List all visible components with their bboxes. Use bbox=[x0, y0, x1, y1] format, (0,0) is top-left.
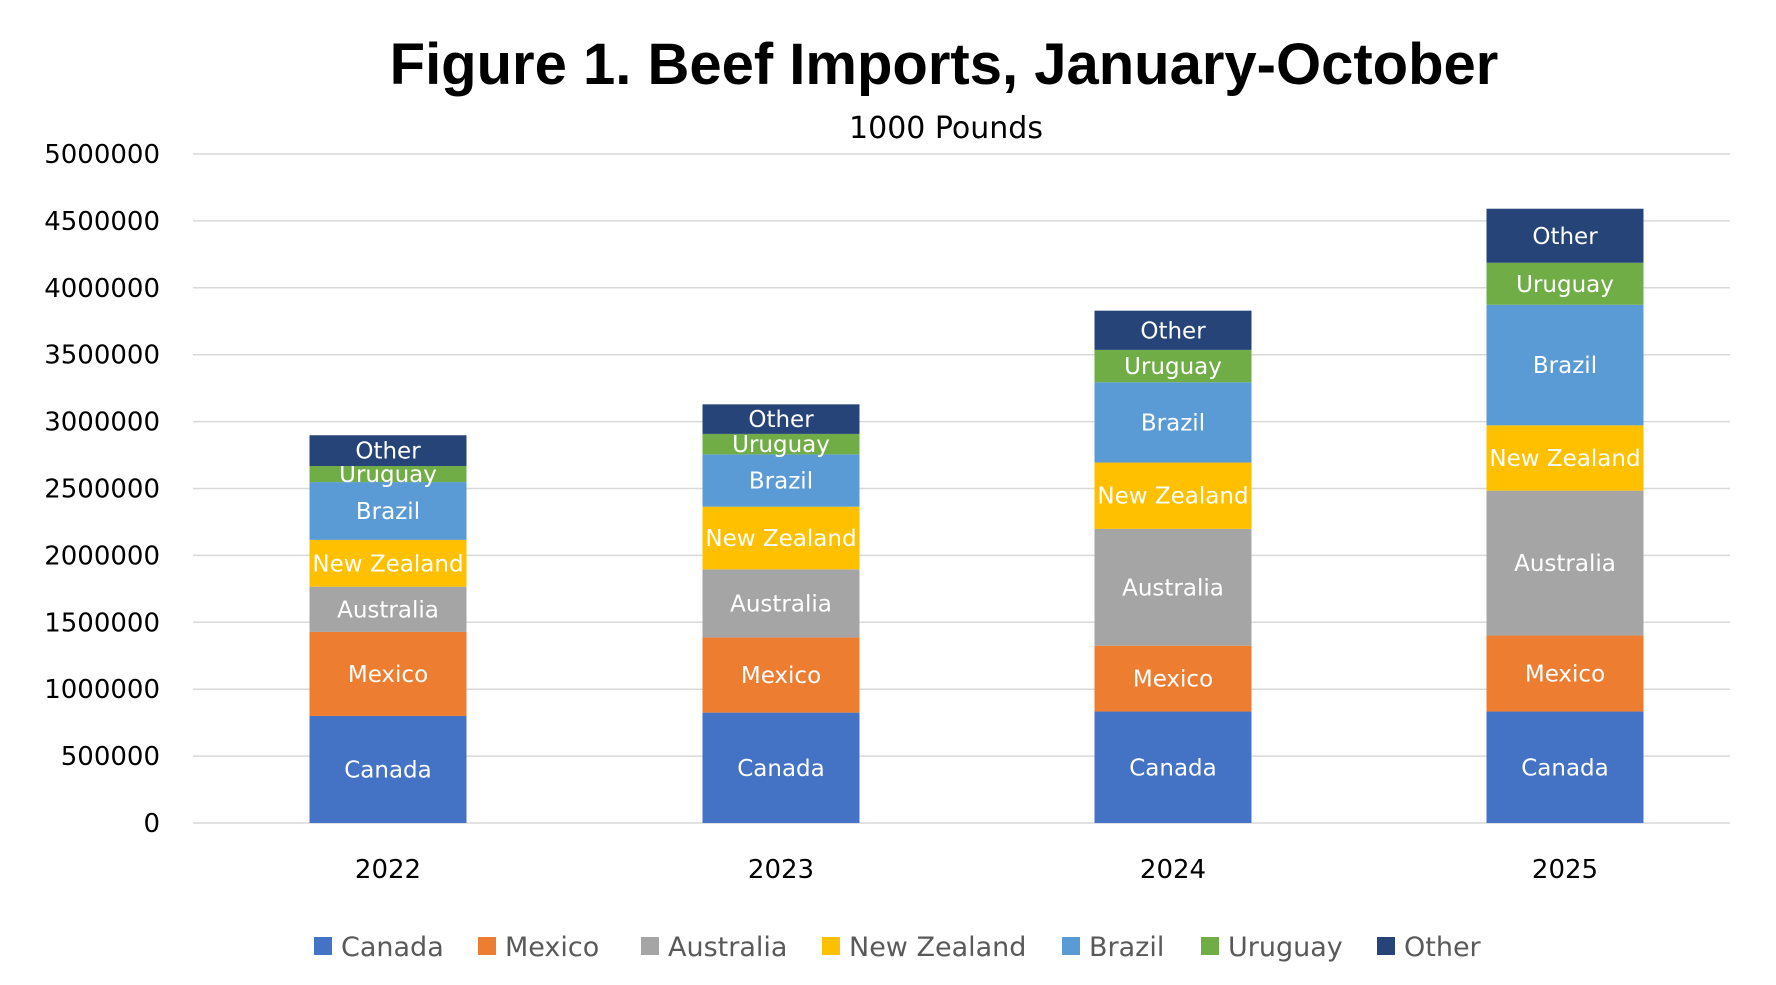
bar-segment-new-zealand bbox=[702, 506, 860, 570]
segment-label: Australia bbox=[337, 597, 439, 623]
x-tick-label: 2025 bbox=[1532, 855, 1598, 885]
x-tick-label: 2024 bbox=[1140, 855, 1206, 885]
segment-label: Uruguay bbox=[732, 432, 830, 458]
segment-label: Other bbox=[1140, 318, 1206, 344]
legend-label: New Zealand bbox=[849, 932, 1026, 963]
segment-label: Mexico bbox=[741, 663, 821, 689]
segment-label: New Zealand bbox=[312, 551, 463, 577]
legend-swatch bbox=[314, 937, 332, 955]
bar-segment-mexico bbox=[1486, 635, 1644, 712]
legend: Canada Mexico Australia New Zealand Brazil Ur… bbox=[314, 932, 1482, 963]
bar-segment-mexico bbox=[1094, 645, 1252, 712]
legend-label: Canada bbox=[341, 932, 444, 963]
segment-label: Brazil bbox=[749, 469, 813, 495]
segment-label: Brazil bbox=[1533, 353, 1597, 379]
bar-segment-uruguay bbox=[702, 433, 860, 455]
bar-segment-canada bbox=[1486, 711, 1644, 823]
y-tick-label: 0 bbox=[143, 809, 160, 839]
x-tick-label: 2023 bbox=[748, 855, 814, 885]
bar-segment-australia bbox=[309, 586, 467, 632]
bar-segment-mexico bbox=[702, 637, 860, 713]
segment-label: New Zealand bbox=[705, 526, 856, 552]
legend-label: Uruguay bbox=[1228, 932, 1343, 963]
segment-label: Mexico bbox=[348, 662, 428, 688]
segment-label: Australia bbox=[1122, 575, 1224, 601]
bar-segment-brazil bbox=[702, 454, 860, 507]
legend-swatch bbox=[1201, 937, 1219, 955]
segment-label: Other bbox=[355, 439, 421, 465]
legend-label: Brazil bbox=[1089, 932, 1164, 963]
y-tick-label: 1000000 bbox=[44, 675, 160, 705]
legend-swatch bbox=[1377, 937, 1395, 955]
segment-label: Uruguay bbox=[1124, 354, 1222, 380]
y-tick-label: 2000000 bbox=[44, 541, 160, 571]
bar-segment-canada bbox=[309, 715, 467, 823]
bar-segment-canada bbox=[1094, 711, 1252, 823]
x-axis-ticks: 2022 2023 2024 2025 bbox=[355, 855, 1598, 885]
segment-label: Uruguay bbox=[1516, 272, 1614, 298]
legend-swatch bbox=[822, 937, 840, 955]
y-axis-ticks: 0 500000 1000000 1500000 2000000 2500000 30000… bbox=[44, 140, 160, 839]
segment-label: Canada bbox=[737, 756, 825, 782]
bar-segment-mexico bbox=[309, 631, 467, 716]
bar-segment-brazil bbox=[1094, 382, 1252, 463]
segment-label: Mexico bbox=[1133, 667, 1213, 693]
segment-label: New Zealand bbox=[1489, 446, 1640, 472]
bar-segment-other bbox=[702, 404, 860, 434]
bar-segment-uruguay bbox=[1094, 349, 1252, 383]
legend-label: Other bbox=[1404, 932, 1482, 963]
bar-segment-new-zealand bbox=[1486, 425, 1644, 491]
segment-label: Uruguay bbox=[339, 462, 437, 488]
legend-label: Australia bbox=[668, 932, 787, 963]
segment-label: Mexico bbox=[1525, 662, 1605, 688]
chart-title: Figure 1. Beef Imports, January-October bbox=[390, 32, 1499, 97]
legend-label: Mexico bbox=[505, 932, 599, 963]
segment-label: Australia bbox=[730, 591, 832, 617]
bars: Canada Mexico Australia New Zealand Brazil Ur… bbox=[309, 208, 1644, 823]
bar-segment-australia bbox=[702, 569, 860, 638]
y-tick-label: 1500000 bbox=[44, 608, 160, 638]
y-tick-label: 3500000 bbox=[44, 341, 160, 371]
bar-segment-brazil bbox=[309, 482, 467, 540]
segment-label: Other bbox=[748, 407, 814, 433]
segment-label: New Zealand bbox=[1097, 484, 1248, 510]
y-tick-label: 500000 bbox=[61, 742, 160, 772]
x-tick-label: 2022 bbox=[355, 855, 421, 885]
legend-swatch bbox=[641, 937, 659, 955]
bar-segment-other bbox=[1486, 208, 1644, 263]
y-tick-label: 2500000 bbox=[44, 475, 160, 505]
bar-segment-uruguay bbox=[1486, 262, 1644, 305]
bar-segment-new-zealand bbox=[309, 539, 467, 587]
bar-segment-australia bbox=[1486, 490, 1644, 636]
segment-label: Canada bbox=[1129, 755, 1217, 781]
segment-label: Brazil bbox=[1141, 410, 1205, 436]
segment-label: Australia bbox=[1514, 551, 1616, 577]
bar-segment-other bbox=[1094, 310, 1252, 350]
legend-swatch bbox=[478, 937, 496, 955]
y-tick-label: 4500000 bbox=[44, 207, 160, 237]
bar-segment-canada bbox=[702, 712, 860, 823]
bar-segment-uruguay bbox=[309, 466, 467, 483]
y-tick-label: 5000000 bbox=[44, 140, 160, 170]
bar-segment-australia bbox=[1094, 528, 1252, 646]
bar-segment-brazil bbox=[1486, 304, 1644, 426]
y-tick-label: 4000000 bbox=[44, 274, 160, 304]
segment-label: Canada bbox=[1521, 755, 1609, 781]
chart-subtitle: 1000 Pounds bbox=[849, 111, 1043, 146]
segment-label: Brazil bbox=[356, 499, 420, 525]
y-tick-label: 3000000 bbox=[44, 408, 160, 438]
segment-label: Canada bbox=[344, 757, 432, 783]
bar-segment-other bbox=[309, 435, 467, 467]
legend-swatch bbox=[1062, 937, 1080, 955]
segment-label: Other bbox=[1532, 224, 1598, 250]
bar-segment-new-zealand bbox=[1094, 462, 1252, 529]
